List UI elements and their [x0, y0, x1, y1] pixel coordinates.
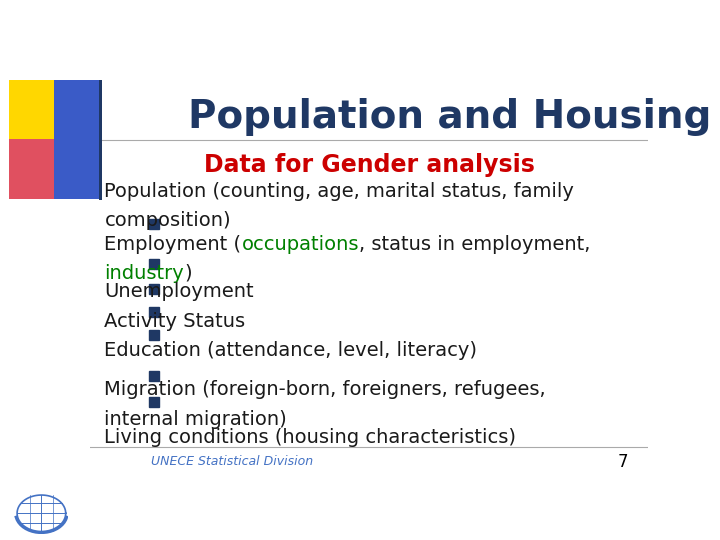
- Text: , status in employment,: , status in employment,: [359, 234, 590, 254]
- Text: Population and Housing Census: Population and Housing Census: [188, 98, 720, 136]
- Text: Employment (: Employment (: [104, 234, 241, 254]
- Text: ): ): [184, 264, 192, 283]
- Text: Data for Gender analysis: Data for Gender analysis: [204, 153, 534, 177]
- Text: UNECE Statistical Division: UNECE Statistical Division: [151, 455, 313, 468]
- Text: Living conditions (housing characteristics): Living conditions (housing characteristi…: [104, 428, 516, 447]
- Text: internal migration): internal migration): [104, 409, 287, 429]
- Text: Population (counting, age, marital status, family: Population (counting, age, marital statu…: [104, 182, 575, 201]
- Text: Unemployment: Unemployment: [104, 282, 254, 301]
- Text: occupations: occupations: [241, 234, 359, 254]
- Text: Migration (foreign-born, foreigners, refugees,: Migration (foreign-born, foreigners, ref…: [104, 380, 546, 400]
- Text: 7: 7: [618, 453, 629, 471]
- Text: composition): composition): [104, 211, 231, 231]
- Text: Activity Status: Activity Status: [104, 312, 246, 331]
- Text: industry: industry: [104, 264, 184, 283]
- Text: Education (attendance, level, literacy): Education (attendance, level, literacy): [104, 341, 477, 361]
